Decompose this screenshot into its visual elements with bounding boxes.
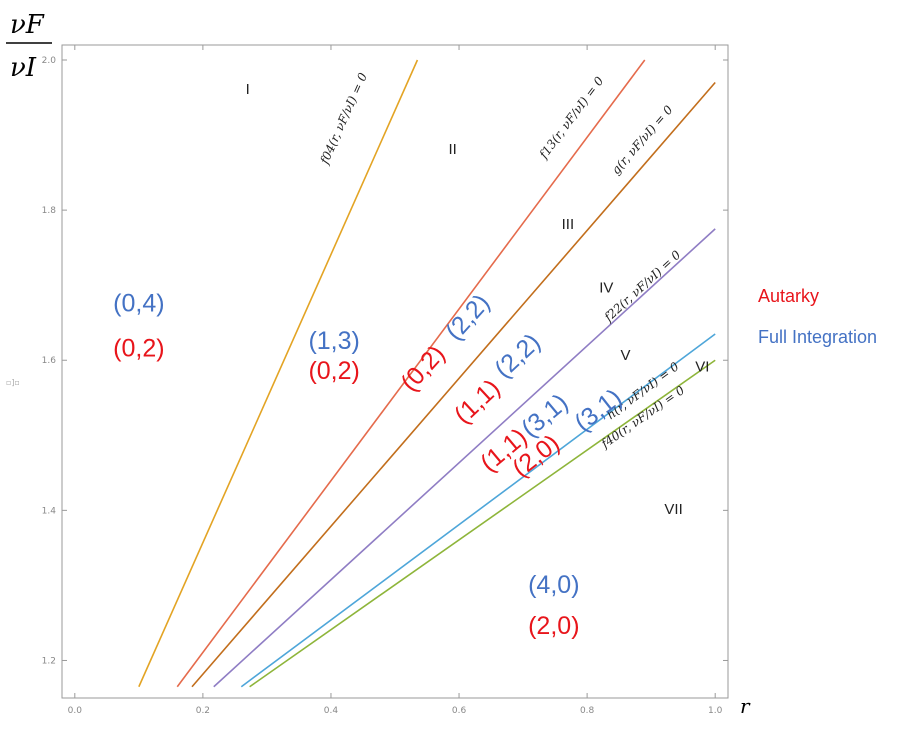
x-tick-label: 0.8 [580, 706, 595, 716]
legend-full-integration: Full Integration [758, 327, 878, 347]
annotation-full: (2,2) [440, 289, 495, 346]
y-axis-label: νF νI [6, 10, 52, 83]
y-tick-label: 1.2 [42, 656, 56, 666]
x-axis-label: r [740, 694, 751, 718]
series-line-f04 [138, 59, 419, 688]
series-line-g [191, 82, 716, 688]
legend-autarky: Autarky [758, 286, 820, 306]
stray-glyph: ▫]▫ [6, 378, 20, 387]
svg-text:νI: νI [10, 53, 37, 83]
plot-frame [61, 44, 729, 699]
region-label: I [246, 81, 250, 98]
y-tick-label: 1.8 [42, 206, 57, 216]
region-label: III [562, 216, 575, 233]
annotation-autarky: (0,2) [308, 357, 359, 385]
region-label: VI [695, 359, 709, 376]
region-label: VII [664, 501, 682, 518]
curve-label-f13: f13(r, νF/νI) = 0 [536, 74, 607, 162]
series-line-f40 [249, 359, 716, 688]
annotation-full: (1,3) [308, 327, 359, 355]
equilibrium-annotations: (0,4)(0,2) (1,3)(0,2) (0,2)(2,2)(1,1)(2,2)… [113, 289, 627, 640]
annotation-autarky: (1,1) [449, 374, 506, 430]
curve-label-f04: f04(r, νF/νI) = 0 [317, 70, 370, 167]
y-tick-label: 2.0 [42, 56, 57, 66]
y-tick-label: 1.6 [42, 356, 57, 366]
x-tick-label: 1.0 [708, 706, 723, 716]
x-tick-label: 0.6 [452, 706, 467, 716]
annotation-full: (0,4) [113, 289, 164, 317]
y-tick-label: 1.4 [42, 506, 57, 516]
annotation-autarky: (2,0) [528, 612, 579, 640]
annotation-autarky: (0,2) [113, 334, 164, 362]
series-lines [138, 59, 716, 688]
x-tick-label: 0.0 [68, 706, 83, 716]
annotation-autarky: (0,2) [395, 340, 450, 397]
series-line-f22 [213, 228, 716, 688]
x-tick-label: 0.2 [196, 706, 210, 716]
annotation-full: (4,0) [528, 571, 579, 599]
annotation-full: (2,2) [489, 328, 546, 384]
region-label: V [621, 347, 631, 364]
y-label-denominator: νI [10, 53, 37, 83]
series-line-f13 [176, 59, 646, 688]
region-label: IV [599, 280, 613, 297]
series-line-h [240, 333, 716, 688]
region-label: II [448, 141, 456, 158]
svg-text:νF: νF [10, 10, 45, 40]
x-tick-label: 0.4 [324, 706, 339, 716]
ticks: 0.0 0.2 0.4 0.6 0.8 1.0 1.2 1.4 1.6 1.8 2.0 [42, 45, 728, 716]
y-label-numerator: νF [10, 10, 45, 40]
